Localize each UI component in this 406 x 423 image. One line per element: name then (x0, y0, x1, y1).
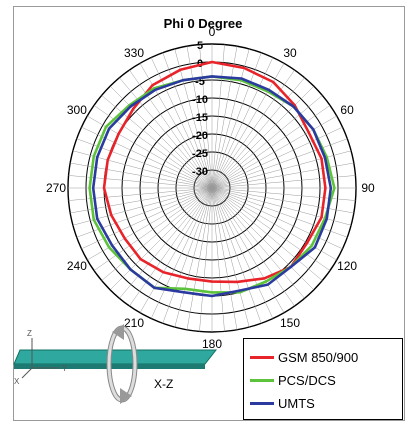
radial-tick-label: 5 (197, 40, 203, 52)
angle-tick-label: 0 (209, 25, 216, 39)
legend-item-gsm: GSM 850/900 (250, 347, 358, 367)
grid-spoke (211, 187, 285, 313)
grid-spoke (211, 46, 238, 189)
grid-spoke (211, 187, 225, 332)
grid-spoke (211, 95, 323, 189)
grid-spoke (211, 63, 285, 189)
rotation-arrow-head-top (112, 324, 124, 340)
grid-spoke (68, 187, 213, 201)
grid-spoke (119, 77, 213, 189)
radial-tick-label: -10 (192, 94, 208, 106)
grid-spoke (211, 85, 315, 189)
grid-spoke (211, 187, 323, 281)
grid-spoke (174, 48, 213, 189)
rotation-plane-label: X-Z (154, 377, 173, 391)
grid-spoke (70, 162, 213, 189)
grid-spoke (211, 187, 238, 330)
grid-spoke (211, 187, 315, 291)
grid-spoke (129, 187, 213, 307)
grid-spoke (70, 187, 213, 214)
grid-spoke (211, 187, 262, 324)
grid-spoke (162, 187, 213, 324)
grid-spoke (211, 138, 348, 189)
grid-spoke (211, 44, 225, 189)
grid-spoke (109, 85, 213, 189)
legend-swatch-umts (250, 401, 274, 405)
grid-spoke (211, 187, 295, 307)
series-line-2 (91, 75, 333, 298)
legend-item-pcs: PCS/DCS (250, 370, 336, 390)
grid-spoke (211, 187, 348, 238)
angle-tick-label: 60 (340, 103, 354, 117)
grid-spoke (211, 48, 250, 189)
grid-spoke (76, 138, 213, 189)
orientation-inset: Z Y X X-Z (13, 324, 218, 404)
radial-tick-label: -15 (192, 112, 208, 124)
grid-spoke (199, 187, 213, 332)
grid-spoke (211, 57, 274, 189)
grid-spoke (211, 187, 274, 319)
legend-label-gsm: GSM 850/900 (278, 349, 359, 365)
y-axis-label: Y (62, 364, 68, 373)
radial-tick-label: -25 (192, 148, 208, 160)
grid-spoke (211, 52, 262, 189)
legend-swatch-pcs (250, 378, 274, 382)
legend: GSM 850/900 PCS/DCS UMTS (243, 338, 403, 420)
z-axis-label: Z (27, 329, 32, 338)
grid-spoke (119, 187, 213, 299)
radial-tick-label: -5 (195, 76, 205, 88)
legend-label-umts: UMTS (278, 395, 315, 411)
grid-spoke (199, 44, 213, 189)
legend-label-pcs: PCS/DCS (278, 372, 336, 388)
grid-spoke (150, 187, 213, 319)
angle-tick-label: 120 (337, 259, 357, 273)
grid-spoke (186, 46, 213, 189)
angle-tick-label: 330 (124, 46, 144, 60)
angle-tick-label: 30 (283, 46, 297, 60)
grid-spoke (211, 115, 337, 189)
grid-spoke (211, 187, 305, 299)
angle-tick-label: 210 (124, 316, 144, 330)
grid-spoke (101, 95, 213, 189)
grid-spoke (81, 126, 213, 189)
radial-tick-label: -30 (192, 166, 208, 178)
legend-swatch-gsm (250, 355, 274, 359)
chart-frame (13, 6, 405, 421)
grid-spoke (101, 187, 213, 281)
angle-tick-label: 150 (280, 316, 300, 330)
grid-spoke (109, 187, 213, 291)
grid-spoke (93, 187, 213, 271)
angle-tick-label: 90 (361, 181, 375, 195)
grid-spoke (129, 69, 213, 189)
angle-tick-label: 300 (67, 103, 87, 117)
grid-spoke (211, 187, 343, 250)
angle-tick-label: 180 (202, 337, 222, 351)
grid-spoke (211, 77, 305, 189)
grid-spoke (68, 175, 213, 189)
series-line-0 (102, 60, 327, 284)
x-axis (21, 367, 33, 379)
grid-spoke (211, 105, 331, 189)
rotation-arrow-head-bottom (120, 388, 132, 404)
device-board (13, 349, 218, 365)
angle-tick-label: 240 (67, 259, 87, 273)
chart-title: Phi 0 Degree (163, 16, 243, 31)
grid-spoke (174, 187, 213, 328)
angle-tick-label: 270 (46, 181, 66, 195)
grid-spoke (211, 187, 354, 214)
grid-spoke (211, 187, 331, 271)
legend-item-umts: UMTS (250, 393, 315, 413)
x-axis-label: X (14, 377, 20, 386)
grid-spoke (139, 187, 213, 313)
radial-tick-label: -20 (192, 130, 208, 142)
grid-spoke (211, 126, 343, 189)
grid-spoke (186, 187, 213, 330)
grid-spoke (211, 187, 250, 328)
